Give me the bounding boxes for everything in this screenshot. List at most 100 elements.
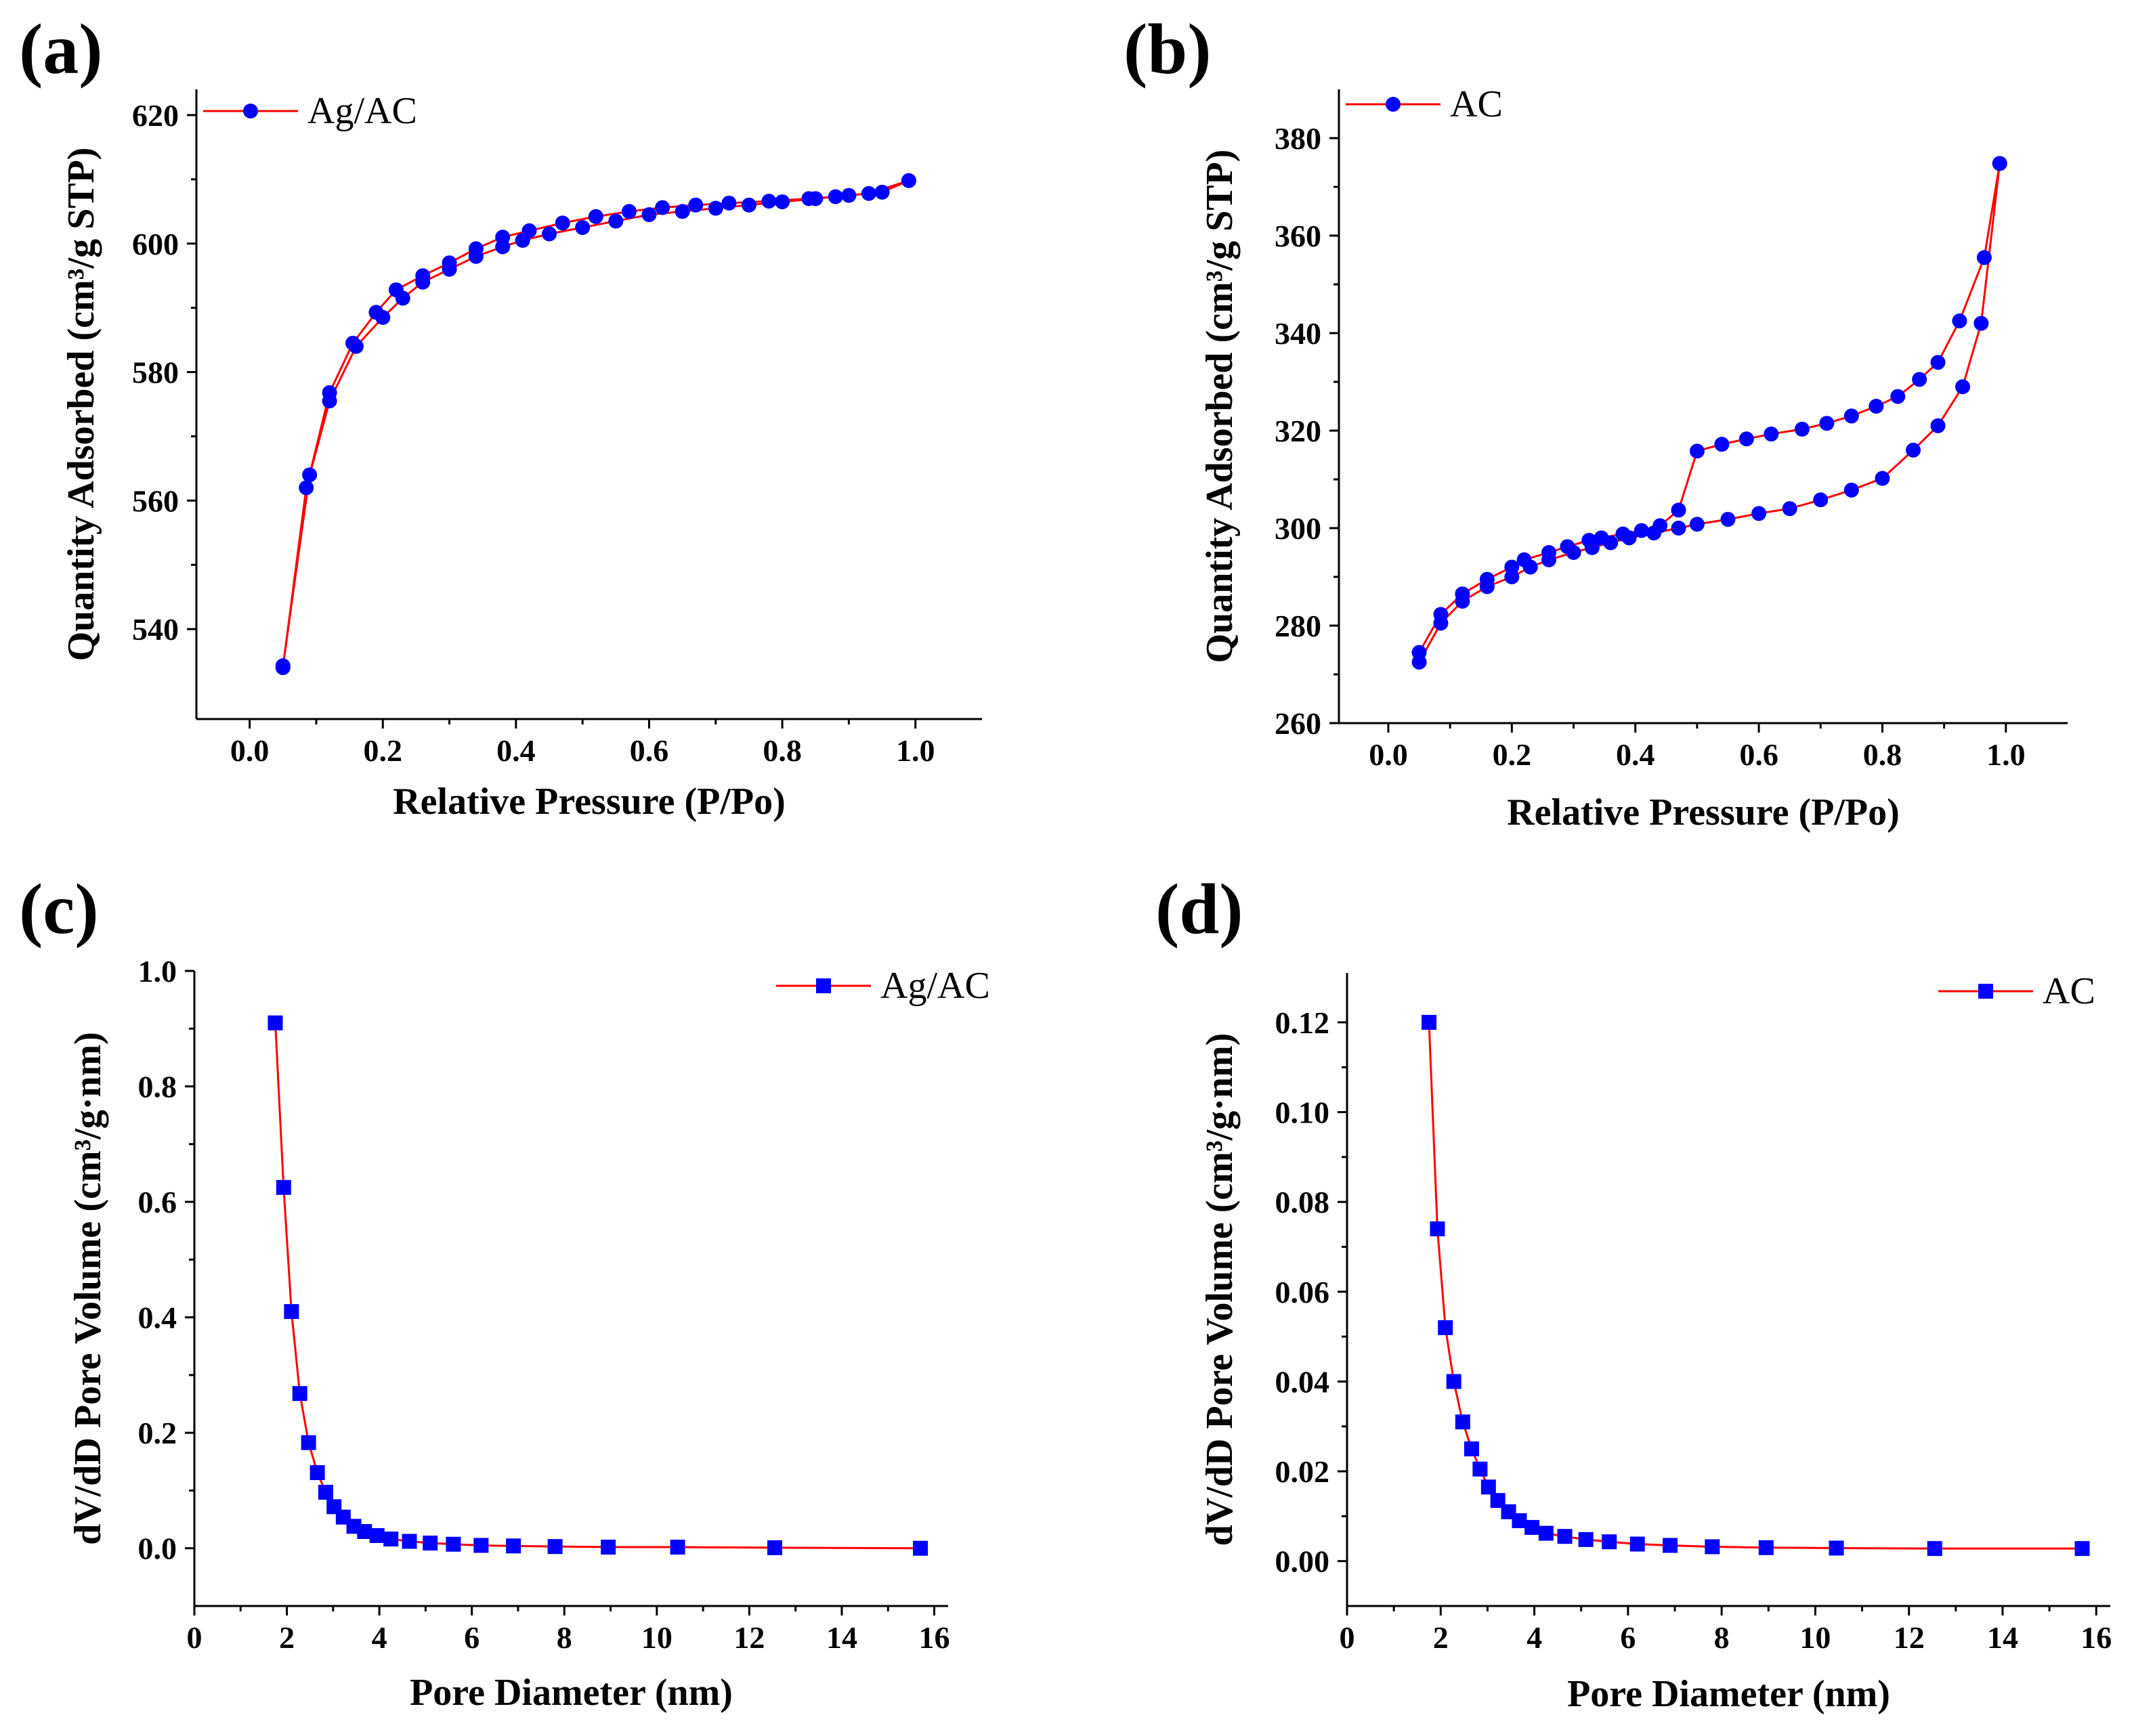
- data-point-a: [761, 194, 777, 209]
- x-tick-label-b: 0.8: [1863, 737, 1902, 772]
- x-axis-title-c: Pore Diameter (nm): [410, 1672, 733, 1714]
- data-point-d: [1602, 1534, 1617, 1550]
- x-tick-label-c: 4: [372, 1620, 387, 1655]
- x-tick-label-d: 14: [1987, 1620, 2018, 1655]
- data-point-b: [1782, 501, 1797, 517]
- data-point-b: [1541, 545, 1557, 560]
- data-point-c: [301, 1435, 316, 1450]
- x-tick-label-d: 6: [1620, 1620, 1636, 1655]
- legend-label-a: Ag/AC: [307, 90, 417, 132]
- x-tick-label-d: 2: [1433, 1620, 1449, 1655]
- data-point-a: [555, 215, 570, 231]
- data-point-d: [1455, 1414, 1470, 1430]
- data-point-d: [1430, 1221, 1445, 1236]
- x-tick-label-b: 0.0: [1369, 737, 1408, 772]
- y-tick-label-c: 0.4: [138, 1301, 177, 1335]
- data-point-b: [1411, 645, 1427, 660]
- legend-a: Ag/AC: [203, 90, 417, 132]
- data-point-a: [468, 241, 484, 257]
- data-point-a: [901, 173, 916, 188]
- x-tick-label-a: 0.6: [630, 733, 669, 768]
- data-point-a: [741, 197, 756, 213]
- data-point-b: [1738, 431, 1754, 447]
- data-point-c: [767, 1540, 782, 1555]
- y-tick-label-a: 580: [132, 355, 179, 390]
- panel-c: (c) 0 2 4 6 8 10 12 14 16 0.0 0.2 0.4 0.6 0.8 1.0 Pore D…: [0, 868, 1078, 1736]
- x-tick-label-b: 0.6: [1739, 737, 1778, 772]
- data-point-a: [841, 188, 857, 203]
- data-point-c: [284, 1304, 299, 1320]
- data-point-a: [415, 268, 431, 284]
- data-point-d: [1629, 1536, 1645, 1552]
- y-tick-label-b: 380: [1275, 121, 1321, 156]
- data-point-c: [423, 1536, 438, 1551]
- data-point-a: [608, 213, 624, 229]
- data-point-c: [670, 1540, 685, 1555]
- y-tick-label-a: 620: [132, 98, 179, 133]
- data-point-d: [1663, 1538, 1678, 1553]
- y-tick-label-c: 1.0: [138, 954, 177, 989]
- y-tick-label-d: 0.02: [1275, 1454, 1330, 1489]
- data-point-a: [442, 255, 457, 271]
- chart-b-svg: (b) 0.0 0.2 0.4 0.6 0.8 1.0 260 280 300 320 340 360 3…: [1124, 9, 2068, 833]
- data-point-a: [708, 200, 723, 216]
- data-point-b: [1751, 506, 1767, 521]
- series-line-b-adsorption: [1418, 163, 2001, 663]
- legend-label-c: Ag/AC: [880, 965, 990, 1007]
- x-tick-label-b: 0.4: [1616, 737, 1655, 772]
- legend-b: AC: [1346, 83, 1503, 125]
- data-point-c: [276, 1179, 291, 1195]
- data-point-a: [575, 220, 591, 236]
- data-point-c: [506, 1538, 521, 1554]
- data-point-a: [621, 204, 637, 219]
- data-point-c: [601, 1540, 616, 1555]
- data-point-d: [1927, 1541, 1942, 1557]
- legend-marker-c: [816, 978, 831, 993]
- data-point-a: [828, 189, 843, 204]
- data-point-b: [1689, 443, 1705, 459]
- data-point-b: [1912, 372, 1927, 387]
- data-point-b: [1714, 437, 1730, 452]
- x-tick-label-c: 14: [826, 1620, 857, 1655]
- data-point-d: [1464, 1441, 1479, 1456]
- data-point-a: [688, 197, 704, 213]
- data-point-a: [322, 385, 337, 400]
- panel-label-c: (c): [19, 869, 99, 949]
- x-tick-label-c: 16: [919, 1620, 950, 1655]
- data-point-b: [1955, 379, 1970, 395]
- x-tick-label-a: 1.0: [896, 733, 935, 768]
- data-point-c: [268, 1015, 283, 1030]
- data-point-a: [861, 186, 876, 201]
- x-tick-label-a: 0.8: [763, 733, 802, 768]
- y-tick-label-d: 0.12: [1275, 1005, 1330, 1040]
- x-tick-label-d: 10: [1799, 1620, 1831, 1655]
- data-point-c: [547, 1539, 563, 1555]
- y-axis-title-c: dV/dD Pore Volume (cm³/g·nm): [67, 1032, 109, 1545]
- data-point-d: [1446, 1374, 1461, 1389]
- x-tick-label-b: 0.2: [1493, 737, 1532, 772]
- series-line-c-Ag/AC: [274, 1022, 921, 1550]
- data-point-b: [1671, 502, 1686, 518]
- data-point-d: [1829, 1540, 1844, 1556]
- legend-marker-a: [243, 104, 258, 118]
- data-point-b: [1843, 408, 1859, 424]
- x-axis-title-d: Pore Diameter (nm): [1567, 1673, 1890, 1715]
- data-point-d: [1512, 1513, 1527, 1529]
- data-point-b: [1671, 521, 1686, 536]
- data-point-c: [383, 1532, 399, 1547]
- y-tick-label-c: 0.6: [138, 1185, 177, 1219]
- data-point-d: [1557, 1529, 1573, 1544]
- x-tick-label-c: 12: [733, 1620, 765, 1655]
- data-point-c: [446, 1536, 461, 1552]
- data-point-c: [369, 1527, 385, 1543]
- y-axis-title-b: Quantity Adsorbed (cm³/g STP): [1199, 150, 1241, 664]
- y-tick-label-c: 0.2: [138, 1416, 177, 1450]
- data-point-c: [473, 1538, 489, 1553]
- data-point-a: [588, 209, 603, 224]
- data-point-b: [1930, 418, 1946, 433]
- panel-d: (d) 0 2 4 6 8 10 12 14 16 0.00 0.02 0.04 0.06 0.08 0.10…: [1078, 868, 2155, 1736]
- series-line-a-adsorption: [282, 179, 910, 668]
- data-point-b: [1516, 552, 1532, 567]
- data-point-b: [1992, 156, 2007, 171]
- x-tick-label-d: 8: [1714, 1620, 1730, 1655]
